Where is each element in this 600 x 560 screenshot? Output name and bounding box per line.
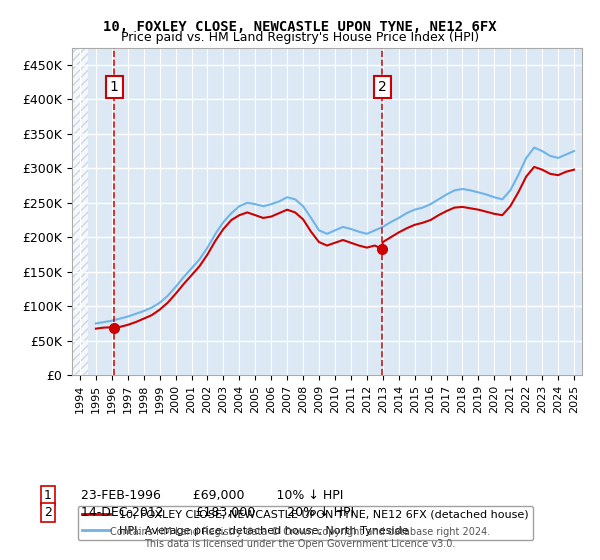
Text: 2: 2 — [44, 506, 52, 519]
Text: 2: 2 — [378, 80, 386, 94]
Text: 23-FEB-1996        £69,000        10% ↓ HPI: 23-FEB-1996 £69,000 10% ↓ HPI — [81, 489, 343, 502]
Text: Contains HM Land Registry data © Crown copyright and database right 2024.
This d: Contains HM Land Registry data © Crown c… — [110, 527, 490, 549]
Text: 1: 1 — [110, 80, 119, 94]
Legend: 10, FOXLEY CLOSE, NEWCASTLE UPON TYNE, NE12 6FX (detached house), HPI: Average p: 10, FOXLEY CLOSE, NEWCASTLE UPON TYNE, N… — [77, 506, 533, 540]
Text: Price paid vs. HM Land Registry's House Price Index (HPI): Price paid vs. HM Land Registry's House … — [121, 31, 479, 44]
Text: 14-DEC-2012        £183,000        20% ↓ HPI: 14-DEC-2012 £183,000 20% ↓ HPI — [81, 506, 354, 519]
Text: 10, FOXLEY CLOSE, NEWCASTLE UPON TYNE, NE12 6FX: 10, FOXLEY CLOSE, NEWCASTLE UPON TYNE, N… — [103, 20, 497, 34]
Bar — [72, 48, 88, 375]
Text: 1: 1 — [44, 489, 52, 502]
